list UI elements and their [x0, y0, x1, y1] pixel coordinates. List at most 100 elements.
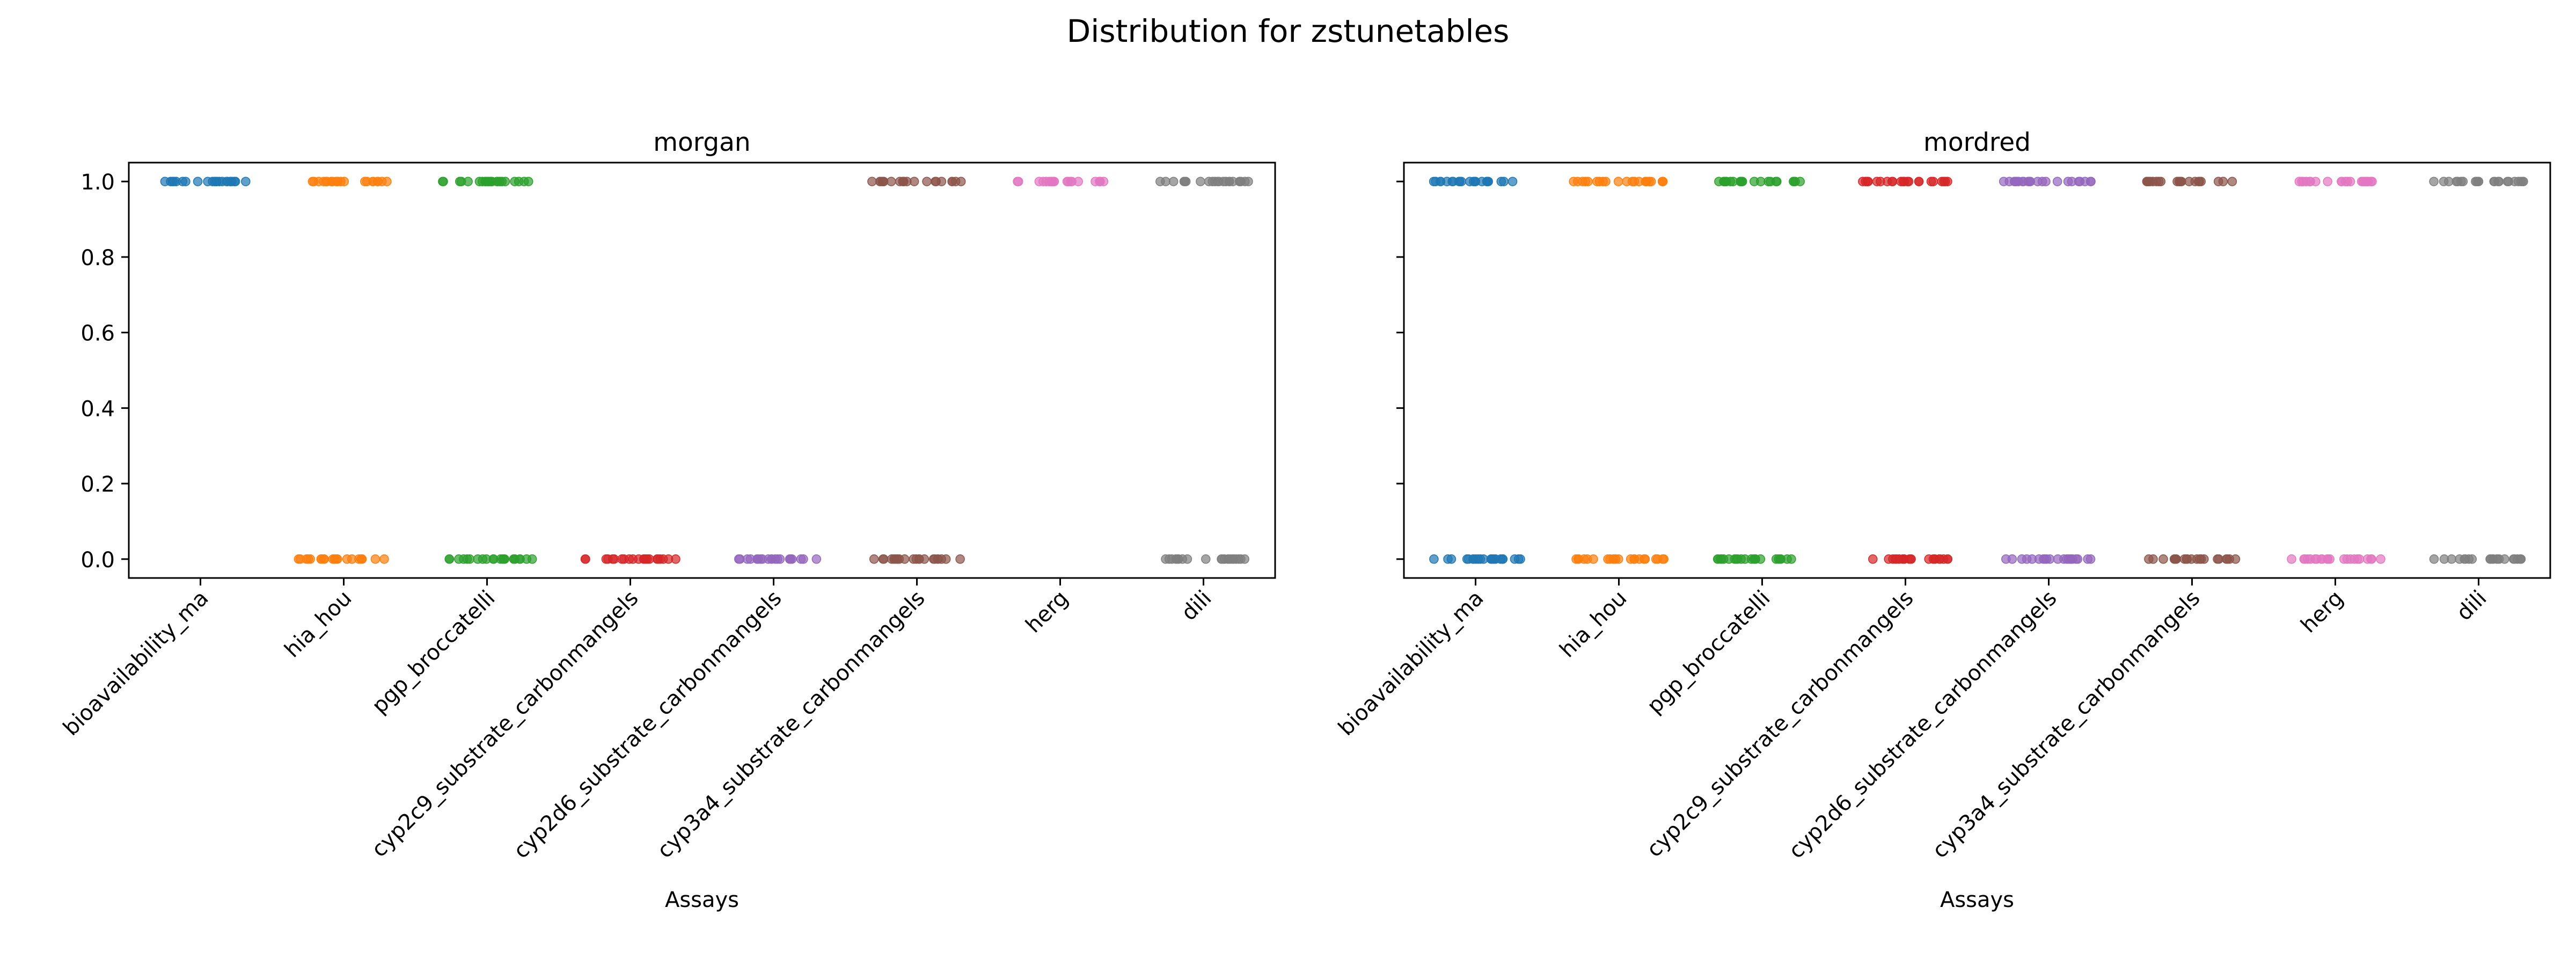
data-point	[2085, 554, 2096, 564]
data-point	[1658, 177, 1668, 186]
data-point	[169, 177, 179, 186]
data-point	[955, 554, 965, 564]
data-point	[767, 554, 777, 564]
data-point	[2085, 177, 2096, 186]
data-point	[811, 554, 822, 564]
data-point	[1658, 554, 1668, 564]
x-tick-label: herg	[1021, 586, 1073, 638]
data-point	[663, 554, 674, 564]
data-point	[1443, 554, 1453, 564]
data-point	[2339, 554, 2349, 564]
x-tick-label: pgp_broccatelli	[1642, 586, 1775, 719]
data-point	[321, 177, 331, 186]
data-point	[495, 177, 505, 186]
data-point	[478, 554, 488, 564]
x-axis-label: Assays	[1940, 888, 2014, 912]
data-point	[2192, 554, 2202, 564]
data-point	[463, 177, 473, 186]
data-point	[333, 177, 343, 186]
data-point	[2447, 554, 2456, 564]
data-point	[899, 177, 909, 186]
data-point	[1182, 554, 1192, 564]
data-point	[1904, 177, 1914, 186]
data-point	[1490, 554, 1501, 564]
axes-frame	[128, 162, 1276, 579]
data-point	[1943, 554, 1953, 564]
data-point	[1513, 554, 1524, 564]
data-point	[1737, 177, 1747, 186]
data-point	[603, 554, 613, 564]
x-tick-label: dili	[1176, 586, 1216, 626]
data-point	[909, 177, 919, 186]
data-point	[2066, 554, 2076, 564]
data-point	[1914, 177, 1924, 186]
data-point	[2218, 177, 2228, 186]
data-point	[1930, 554, 1940, 564]
data-point	[931, 177, 940, 186]
data-point	[2509, 554, 2520, 564]
data-point	[869, 554, 879, 564]
y-tick-label: 0.6	[80, 321, 115, 346]
data-point	[1454, 177, 1464, 186]
x-tick-label: dili	[2451, 586, 2491, 626]
data-point	[500, 554, 510, 564]
data-point	[2037, 177, 2047, 186]
data-point	[1236, 177, 1246, 186]
data-point	[2467, 554, 2477, 564]
data-point	[1603, 554, 1613, 564]
data-point	[203, 177, 213, 186]
data-point	[2154, 177, 2164, 186]
data-point	[181, 177, 191, 186]
data-point	[2144, 554, 2154, 564]
data-point	[519, 177, 529, 186]
data-point	[444, 554, 455, 564]
data-point	[332, 554, 342, 564]
data-point	[1507, 177, 1518, 186]
data-point	[2367, 177, 2377, 186]
data-point	[1795, 177, 1805, 186]
data-point	[1574, 554, 1583, 564]
data-point	[1626, 554, 1636, 564]
data-point	[1906, 554, 1916, 564]
data-point	[1204, 177, 1214, 186]
data-point	[294, 554, 304, 564]
data-point	[465, 554, 474, 564]
data-point	[899, 554, 910, 564]
x-tick-label: herg	[2296, 586, 2348, 638]
data-point	[2456, 177, 2466, 186]
data-point	[1721, 177, 1731, 186]
data-point	[867, 177, 877, 186]
data-point	[752, 554, 762, 564]
data-point	[455, 177, 465, 186]
data-point	[2444, 177, 2454, 186]
data-point	[1499, 177, 1509, 186]
data-point	[1868, 554, 1878, 564]
data-point	[1580, 177, 1590, 186]
data-point	[2001, 554, 2011, 564]
data-point	[2489, 177, 2499, 186]
data-point	[379, 554, 389, 564]
data-point	[370, 554, 380, 564]
data-point	[1213, 177, 1223, 186]
data-point	[796, 554, 806, 564]
data-point	[1894, 554, 1904, 564]
data-point	[489, 554, 499, 564]
data-point	[886, 177, 896, 186]
data-point	[2429, 177, 2439, 186]
x-tick-label: bioavailability_ma	[58, 586, 213, 741]
data-point	[1926, 177, 1936, 186]
data-point	[1756, 177, 1766, 186]
data-point	[227, 177, 237, 186]
data-point	[1223, 554, 1233, 564]
data-point	[928, 554, 939, 564]
data-point	[580, 554, 590, 564]
data-point	[2022, 554, 2032, 564]
data-point	[1858, 177, 1868, 186]
data-point	[787, 554, 797, 564]
data-point	[1887, 177, 1898, 186]
data-point	[1066, 177, 1075, 186]
data-point	[1751, 554, 1760, 564]
data-point	[515, 554, 525, 564]
data-point	[2227, 177, 2237, 186]
